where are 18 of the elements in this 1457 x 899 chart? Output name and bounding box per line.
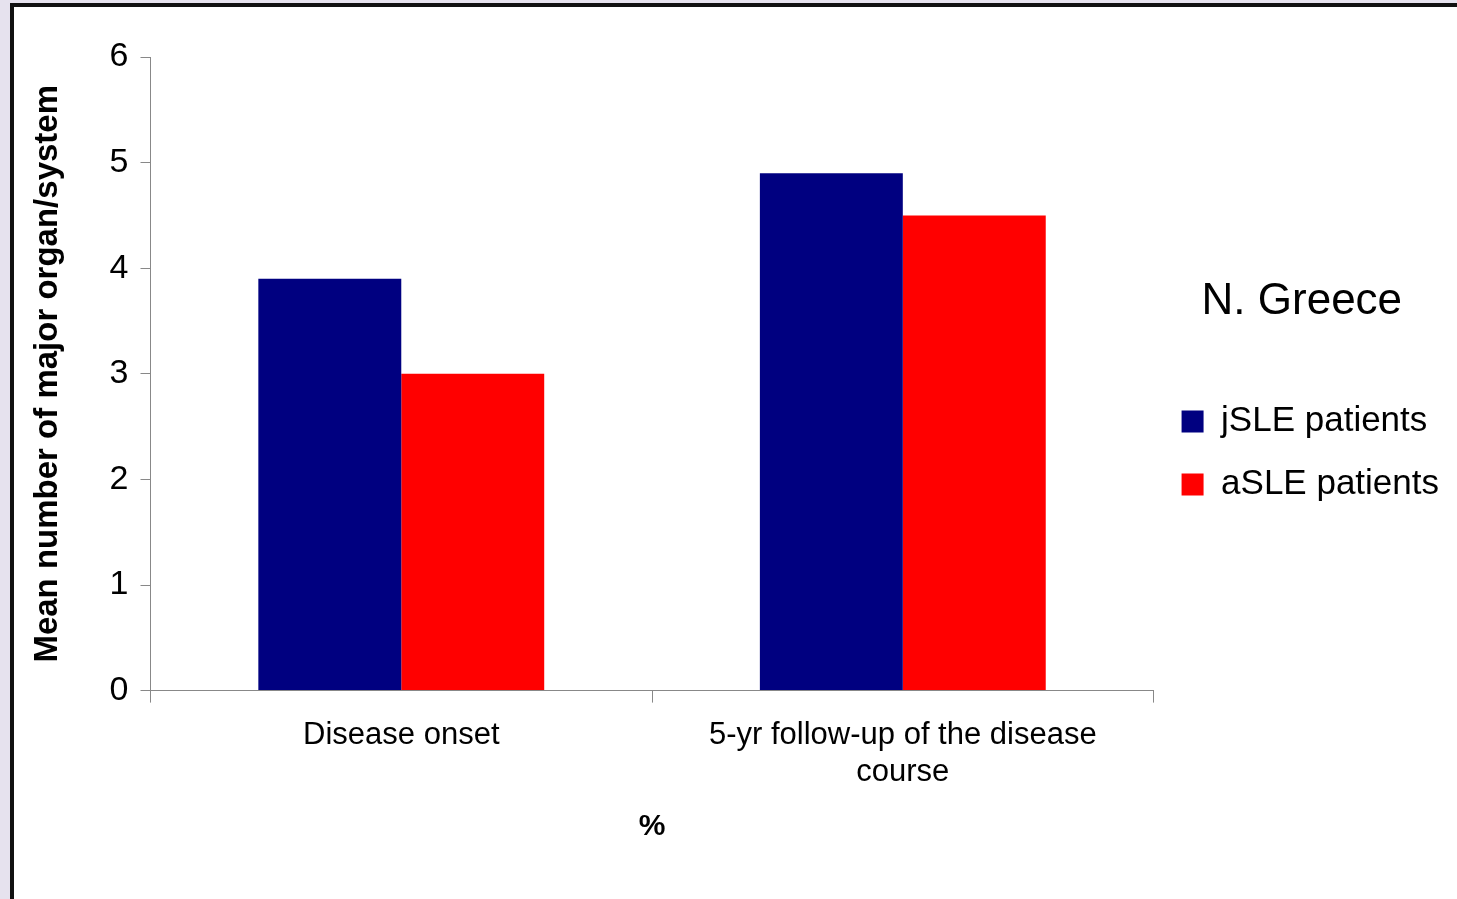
y-tick-label: 2 [109, 457, 129, 496]
y-axis-title: Mean number of major organ/system [26, 84, 64, 663]
legend-label: jSLE patients [1220, 399, 1428, 439]
legend-label: aSLE patients [1221, 462, 1440, 502]
y-tick-label: 4 [109, 246, 129, 285]
bar [902, 215, 1046, 691]
bar [759, 173, 903, 691]
y-tick-label: 0 [109, 668, 129, 707]
y-tick-label: 6 [109, 35, 129, 74]
x-tick-label: 5-yr follow-up of the disease course [708, 715, 1097, 788]
y-tick-label: 3 [109, 352, 129, 391]
text: N. Greece [1201, 274, 1403, 323]
y-tick-label: 1 [109, 563, 129, 602]
y-tick-label: 5 [109, 140, 129, 179]
x-axis-title: % [638, 808, 666, 842]
x-tick-label: Disease onset [303, 715, 500, 751]
bar [401, 373, 545, 691]
bar [258, 278, 402, 691]
